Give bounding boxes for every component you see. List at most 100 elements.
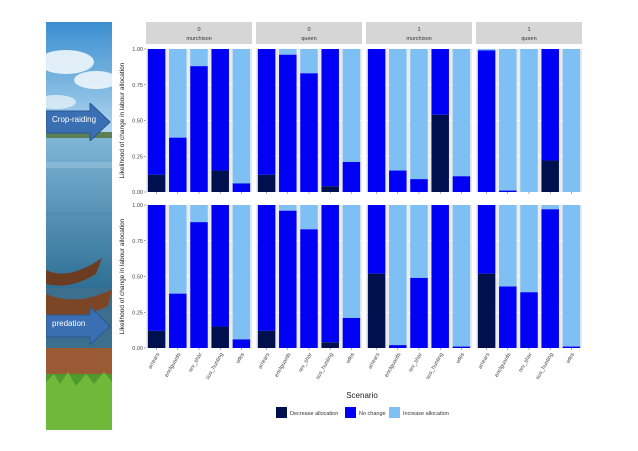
bar-decrease-allocation — [211, 326, 229, 348]
bar-no-change — [300, 73, 318, 192]
x-tick-label: enclguards — [494, 352, 513, 379]
y-tick-label: 0.75 — [132, 239, 143, 245]
predation-label: predation — [52, 319, 86, 328]
bar-no-change — [477, 50, 496, 193]
bar-no-change — [342, 161, 361, 192]
bar-no-change — [321, 205, 339, 343]
bar-no-change — [477, 205, 496, 274]
facet-strip-bottom-label: queen — [521, 36, 536, 42]
x-tick-label: arrears — [257, 352, 271, 370]
facet-strip-top-label: 1 — [527, 27, 530, 33]
bar-no-change — [520, 292, 538, 348]
y-axis-label: Likelihood of change in labour allocatio… — [119, 218, 126, 334]
bar-no-change — [431, 49, 449, 115]
bar-increase-allocation — [562, 49, 581, 192]
bar-increase-allocation — [477, 49, 496, 51]
bar-increase-allocation — [342, 49, 361, 162]
bar-increase-allocation — [410, 49, 428, 180]
bar-no-change — [410, 277, 428, 348]
bar-no-change — [300, 229, 318, 348]
bar-no-change — [452, 346, 471, 348]
legend-swatch — [389, 407, 400, 418]
legend-label: Decrease allocation — [290, 411, 338, 417]
x-tick-label: wfes — [565, 352, 576, 366]
facet-strip-bottom-label: murchison — [406, 36, 431, 42]
y-tick-label: 0.50 — [132, 119, 143, 125]
y-axis-label: Likelihood of change in labour allocatio… — [119, 62, 126, 178]
bar-increase-allocation — [541, 205, 559, 210]
y-tick-label: 0.00 — [132, 346, 143, 352]
bar-no-change — [147, 205, 166, 331]
bar-no-change — [342, 317, 361, 348]
bar-decrease-allocation — [257, 174, 276, 192]
facet-strip-top-label: 0 — [307, 27, 310, 33]
bar-no-change — [389, 345, 407, 348]
bar-no-change — [279, 54, 297, 192]
bar-decrease-allocation — [211, 170, 229, 192]
facet-strip-top-label: 0 — [197, 27, 200, 33]
x-tick-label: arrears — [367, 352, 381, 370]
legend-swatch — [345, 407, 356, 418]
x-tick-label: enclguards — [164, 352, 183, 379]
bar-no-change — [431, 205, 449, 348]
bar-increase-allocation — [452, 205, 471, 347]
y-tick-label: 0.00 — [132, 190, 143, 196]
bar-increase-allocation — [452, 49, 471, 177]
bar-no-change — [232, 183, 251, 192]
bar-no-change — [211, 205, 229, 327]
bar-no-change — [367, 49, 386, 192]
x-tick-label: arrears — [147, 352, 161, 370]
facet-strip — [256, 22, 362, 44]
bar-increase-allocation — [342, 205, 361, 318]
bar-no-change — [190, 66, 208, 192]
bar-decrease-allocation — [147, 174, 166, 192]
bar-no-change — [169, 293, 187, 348]
bar-increase-allocation — [190, 49, 208, 67]
bar-increase-allocation — [232, 49, 251, 184]
bar-no-change — [190, 222, 208, 348]
bar-increase-allocation — [190, 205, 208, 223]
bar-no-change — [147, 49, 166, 175]
x-tick-label: rev_shar — [408, 352, 424, 374]
x-tick-label: sus_hunting — [205, 352, 225, 381]
bar-increase-allocation — [300, 49, 318, 74]
bar-no-change — [389, 170, 407, 192]
bar-no-change — [169, 137, 187, 192]
y-tick-label: 0.25 — [132, 310, 143, 316]
x-tick-label: sus_hunting — [315, 352, 335, 381]
bar-no-change — [257, 205, 276, 331]
crop-raiding-label: Crop-raiding — [52, 115, 97, 124]
x-tick-label: enclguards — [274, 352, 293, 379]
bar-increase-allocation — [232, 205, 251, 340]
x-tick-label: rev_shar — [518, 352, 534, 374]
x-tick-label: sus_hunting — [425, 352, 445, 381]
bar-increase-allocation — [279, 49, 297, 55]
bar-no-change — [541, 49, 559, 161]
bar-decrease-allocation — [477, 273, 496, 348]
bar-no-change — [499, 190, 517, 192]
bar-no-change — [279, 210, 297, 348]
bar-no-change — [321, 49, 339, 187]
legend-label: No change — [359, 411, 386, 417]
lake-photo-image — [46, 22, 112, 430]
facet-strip-bottom-label: queen — [301, 36, 316, 42]
bar-increase-allocation — [169, 49, 187, 138]
facet-strip — [476, 22, 582, 44]
bar-no-change — [410, 179, 428, 192]
bar-increase-allocation — [520, 49, 538, 192]
x-tick-label: rev_shar — [298, 352, 314, 374]
x-tick-label: wfes — [345, 352, 356, 366]
bar-no-change — [562, 346, 581, 348]
chart-svg: 0 murchison 0 queen 1 murchison 1 queen 0.00 0.25… — [119, 22, 582, 418]
bar-decrease-allocation — [541, 160, 559, 192]
bar-increase-allocation — [410, 205, 428, 278]
bar-increase-allocation — [300, 205, 318, 230]
bar-increase-allocation — [389, 49, 407, 171]
predation-arrow: predation — [46, 307, 112, 345]
bar-no-change — [211, 49, 229, 171]
y-tick-label: 0.50 — [132, 275, 143, 281]
y-tick-label: 1.00 — [132, 203, 143, 209]
facet-strip — [146, 22, 252, 44]
bar-no-change — [367, 205, 386, 274]
